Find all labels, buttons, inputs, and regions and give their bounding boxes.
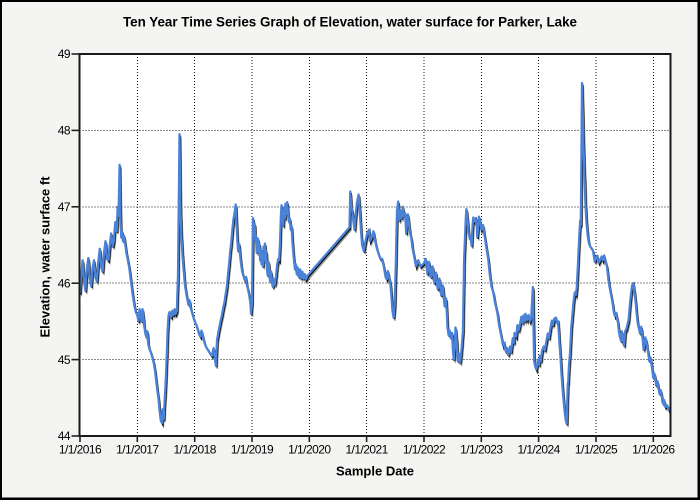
svg-text:1/1/2026: 1/1/2026	[632, 443, 675, 457]
svg-text:49: 49	[58, 47, 71, 61]
svg-text:1/1/2023: 1/1/2023	[460, 443, 503, 457]
svg-text:1/1/2019: 1/1/2019	[231, 443, 274, 457]
svg-text:47: 47	[58, 200, 71, 214]
svg-text:1/1/2025: 1/1/2025	[575, 443, 618, 457]
svg-text:1/1/2024: 1/1/2024	[517, 443, 560, 457]
svg-text:1/1/2021: 1/1/2021	[345, 443, 388, 457]
svg-text:Sample Date: Sample Date	[336, 464, 414, 479]
svg-text:1/1/2022: 1/1/2022	[403, 443, 446, 457]
svg-text:48: 48	[58, 124, 71, 138]
svg-text:46: 46	[58, 276, 71, 290]
svg-text:45: 45	[58, 353, 71, 367]
svg-text:1/1/2020: 1/1/2020	[288, 443, 331, 457]
svg-text:1/1/2018: 1/1/2018	[174, 443, 217, 457]
svg-text:Ten Year Time Series Graph of: Ten Year Time Series Graph of Elevation,…	[123, 15, 577, 30]
svg-text:1/1/2016: 1/1/2016	[59, 443, 102, 457]
svg-text:1/1/2017: 1/1/2017	[116, 443, 159, 457]
svg-text:44: 44	[58, 429, 71, 443]
svg-text:Elevation, water surface ft: Elevation, water surface ft	[37, 176, 52, 338]
